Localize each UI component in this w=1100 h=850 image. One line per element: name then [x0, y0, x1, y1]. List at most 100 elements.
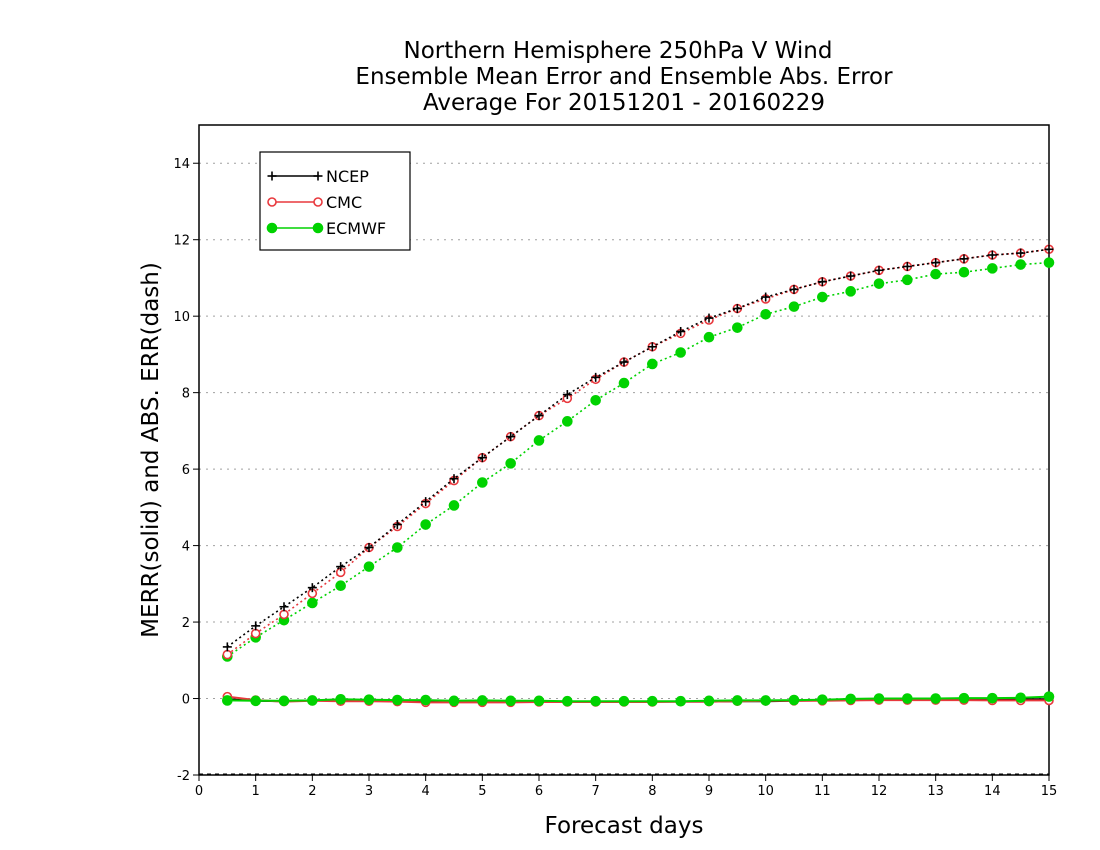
ncep-abs-err-point	[1044, 244, 1054, 254]
ncep-abs-err-point	[449, 474, 459, 484]
ecmwf-merr-point	[420, 694, 431, 706]
ecmwf-merr-point	[448, 695, 460, 707]
x-tick-label: 12	[871, 784, 888, 799]
ncep-abs-err-point	[1016, 248, 1026, 258]
legend-marker-right	[312, 222, 324, 234]
ecmwf-merr-point	[845, 693, 856, 705]
ecmwf-merr-point	[703, 695, 715, 707]
ecmwf-abs-err-point	[618, 377, 630, 389]
ecmwf-merr-point	[590, 695, 601, 707]
ecmwf-abs-err-point	[845, 286, 856, 297]
ecmwf-merr-series	[222, 691, 1055, 707]
x-tick-label: 9	[705, 784, 713, 799]
ncep-abs-err-point	[902, 261, 912, 271]
ecmwf-merr-point	[392, 694, 403, 706]
ncep-abs-err-point	[251, 621, 261, 631]
ecmwf-abs-err-point	[675, 347, 686, 358]
ncep-abs-err-point	[761, 292, 771, 302]
ecmwf-merr-point	[562, 695, 573, 707]
y-tick-label: -2	[177, 769, 190, 784]
ncep-abs-err-point	[562, 390, 572, 400]
x-tick-label: 4	[422, 784, 430, 799]
ecmwf-abs-err-point	[335, 580, 346, 592]
ecmwf-merr-point	[222, 695, 233, 706]
legend-entry-ncep: NCEP	[267, 167, 369, 186]
ecmwf-merr-point	[1015, 692, 1026, 704]
legend-marker-left	[267, 171, 277, 181]
y-tick-label: 0	[182, 693, 190, 708]
ecmwf-merr-point	[477, 695, 488, 706]
ecmwf-abs-err-point	[788, 301, 800, 312]
x-tick-label: 8	[648, 784, 656, 799]
y-tick-label: 2	[182, 616, 190, 631]
ecmwf-abs-err-point	[392, 542, 403, 553]
y-tick-label: 12	[173, 234, 190, 249]
ncep-abs-err-point	[732, 304, 742, 314]
gridlines	[199, 162, 1049, 775]
plot-frame	[198, 124, 1050, 776]
ecmwf-merr-point	[930, 693, 941, 704]
ecmwf-merr-point	[675, 695, 686, 707]
legend-label-ncep: NCEP	[326, 167, 369, 186]
ecmwf-abs-err-point	[590, 394, 601, 406]
ecmwf-merr-point	[788, 694, 800, 706]
ecmwf-abs-err-point	[958, 266, 970, 278]
ecmwf-abs-err-point	[902, 274, 913, 286]
ecmwf-merr-point	[307, 695, 318, 706]
legend-marker-right	[313, 197, 323, 207]
ncep-abs-err-point	[987, 250, 997, 260]
ecmwf-abs-err-point	[873, 278, 885, 289]
ecmwf-merr-point	[335, 693, 346, 705]
ecmwf-abs-err-point	[477, 477, 488, 488]
ncep-abs-err-line	[226, 248, 1050, 648]
ncep-abs-err-point	[336, 562, 346, 572]
series	[222, 244, 1055, 708]
ecmwf-abs-err-point	[703, 331, 715, 343]
ncep-abs-err-point	[817, 277, 827, 287]
ncep-abs-err-series	[222, 244, 1054, 652]
x-tick-label: 7	[592, 784, 600, 799]
ncep-abs-err-point	[392, 520, 402, 530]
ncep-abs-err-point	[846, 271, 856, 281]
x-tick-label: 0	[195, 784, 203, 799]
ecmwf-merr-point	[1043, 691, 1055, 702]
ecmwf-abs-err-point	[505, 458, 516, 469]
ecmwf-merr-point	[760, 695, 771, 706]
ecmwf-merr-point	[363, 694, 375, 705]
y-tick-label: 4	[182, 540, 190, 555]
x-tick-label: 3	[365, 784, 373, 799]
ecmwf-merr-point	[647, 695, 658, 707]
cmc-abs-err-point	[222, 649, 233, 660]
ncep-abs-err-point	[619, 357, 629, 367]
ncep-abs-err-point	[307, 583, 317, 593]
ecmwf-abs-err-point	[1043, 257, 1055, 268]
ecmwf-abs-err-point	[930, 268, 941, 280]
x-tick-label: 5	[478, 784, 486, 799]
ncep-abs-err-point	[421, 497, 431, 507]
ecmwf-abs-err-point	[647, 358, 658, 370]
ecmwf-abs-err-point	[562, 416, 573, 427]
cmc-abs-err-point	[279, 609, 289, 620]
ncep-abs-err-point	[477, 453, 487, 463]
ncep-abs-err-point	[591, 372, 601, 382]
x-tick-label: 11	[814, 784, 831, 799]
ecmwf-abs-err-point	[760, 308, 771, 320]
ecmwf-merr-point	[902, 693, 913, 704]
ecmwf-merr-point	[873, 693, 885, 704]
ecmwf-merr-point	[278, 695, 290, 707]
ecmwf-merr-point	[958, 692, 970, 704]
ecmwf-abs-err-point	[732, 322, 743, 333]
x-tick-label: 2	[308, 784, 316, 799]
ecmwf-abs-err-point	[363, 561, 375, 572]
ecmwf-merr-point	[533, 695, 545, 707]
chart-title: Northern Hemisphere 250hPa V Wind Ensemb…	[355, 38, 893, 116]
y-axis-title: MERR(solid) and ABS. ERR(dash)	[138, 262, 164, 638]
ncep-abs-err-point	[279, 602, 289, 612]
legend-label-cmc: CMC	[326, 193, 362, 212]
legend-marker-left	[266, 222, 278, 234]
ecmwf-abs-err-point	[533, 435, 545, 446]
ncep-abs-err-point	[364, 543, 374, 552]
cmc-abs-err-series	[222, 244, 1054, 660]
x-tick-label: 14	[984, 784, 1001, 799]
